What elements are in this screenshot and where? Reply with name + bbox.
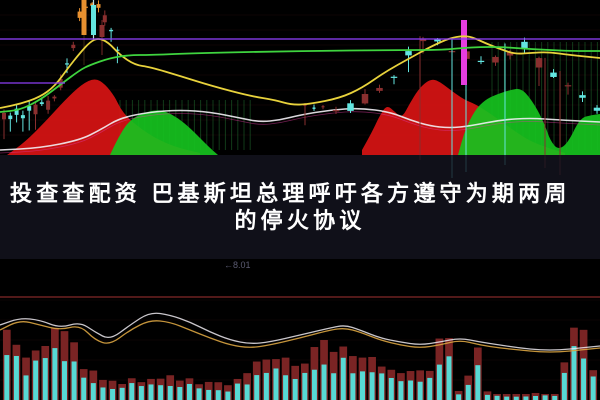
svg-text:←8.01: ←8.01 xyxy=(224,260,251,270)
